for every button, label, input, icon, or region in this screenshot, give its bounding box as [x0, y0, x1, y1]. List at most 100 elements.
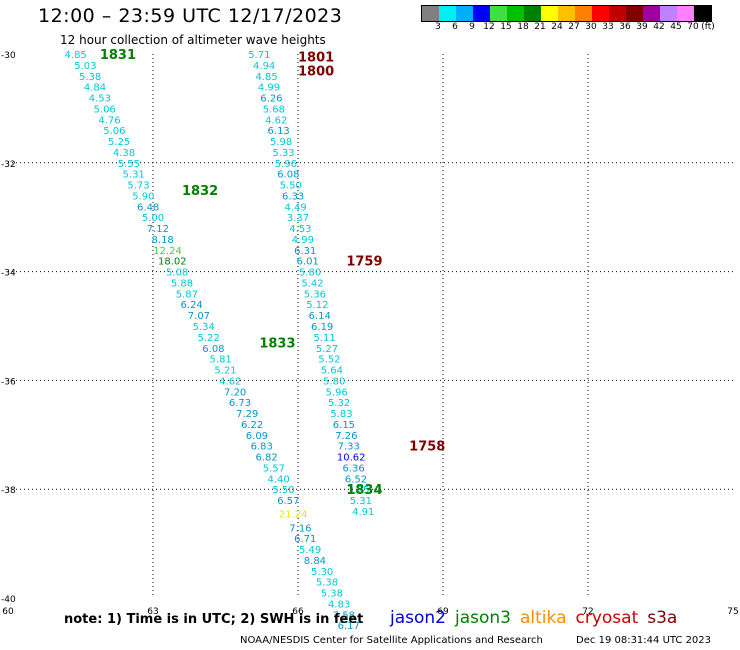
color-legend-label: 27 — [568, 22, 580, 32]
color-legend-label: 70 — [687, 22, 699, 32]
data-point-label: 7.16 — [289, 523, 311, 534]
data-point-label: 3.37 — [287, 213, 309, 224]
data-point-label: 7.26 — [335, 431, 357, 442]
color-legend-label: 9 — [469, 22, 475, 32]
data-point-label: 5.96 — [275, 159, 297, 170]
x-tick-label: 66 — [292, 607, 304, 617]
data-point-label: 4.85 — [65, 50, 87, 61]
color-swatch — [609, 6, 626, 21]
data-point-label: 5.81 — [210, 355, 232, 366]
data-point-label: 4.62 — [219, 376, 241, 387]
data-point-label: 4.91 — [352, 507, 374, 518]
data-point-label: 4.38 — [113, 148, 135, 159]
x-tick-label: 72 — [582, 607, 593, 617]
timestamp-text: Dec 19 08:31:44 UTC 2023 — [576, 635, 712, 646]
data-point-label: 4.49 — [284, 202, 306, 213]
data-point-label: 6.17 — [338, 621, 360, 632]
data-point-label: 5.08 — [166, 268, 188, 279]
data-point-label: 5.50 — [272, 485, 294, 496]
data-point-label: 5.64 — [321, 366, 343, 377]
color-legend-label: 33 — [602, 22, 614, 32]
data-point-label: 5.30 — [311, 567, 333, 578]
data-point-label: 8.84 — [304, 556, 326, 567]
color-swatch — [422, 6, 439, 21]
data-point-label: 7.33 — [338, 442, 360, 453]
color-swatch — [694, 6, 711, 21]
data-point-label: 5.57 — [263, 463, 285, 474]
y-tick-label: -40 — [1, 595, 16, 605]
data-point-label: 6.15 — [333, 420, 355, 431]
x-tick-label: 60 — [2, 607, 14, 617]
color-legend-bar — [421, 5, 712, 22]
data-point-label: 6.52 — [345, 474, 367, 485]
data-point-label: 6.24 — [181, 300, 203, 311]
data-point-label: 5.33 — [272, 148, 294, 159]
data-point-label: 4.99 — [292, 235, 314, 246]
data-point-label: 5.73 — [127, 181, 149, 192]
data-point-label: 5.06 — [103, 126, 125, 137]
data-point-label: 6.73 — [229, 398, 251, 409]
credit-text: NOAA/NESDIS Center for Satellite Applica… — [240, 635, 543, 646]
time-label: 1800 — [298, 64, 334, 79]
data-point-label: 7.58 — [333, 610, 355, 621]
color-swatch — [439, 6, 456, 21]
data-point-label: 4.84 — [84, 83, 106, 94]
data-point-label: 6.48 — [137, 202, 159, 213]
color-swatch — [592, 6, 609, 21]
color-swatch — [541, 6, 558, 21]
color-legend-label: 42 — [653, 22, 665, 32]
data-point-label: 5.98 — [270, 137, 292, 148]
data-point-label: 5.21 — [214, 366, 236, 377]
y-tick-label: -36 — [1, 377, 16, 387]
x-tick-label: 63 — [147, 607, 158, 617]
color-swatch — [643, 6, 660, 21]
data-point-label: 4.94 — [253, 61, 275, 72]
data-point-label: 5.03 — [74, 61, 96, 72]
data-point-label: 6.83 — [251, 442, 273, 453]
data-point-label: 4.83 — [328, 599, 350, 610]
data-point-label: 5.06 — [94, 104, 116, 115]
data-point-label: 5.25 — [108, 137, 130, 148]
data-point-label: 5.68 — [263, 104, 285, 115]
color-legend-label: 24 — [551, 22, 563, 32]
data-point-label: 6.08 — [202, 344, 224, 355]
color-legend-label: 36 — [619, 22, 631, 32]
data-point-label: 18.02 — [158, 257, 187, 268]
color-swatch — [575, 6, 592, 21]
data-point-label: 5.27 — [316, 344, 338, 355]
data-point-label: 5.90 — [132, 191, 154, 202]
data-point-label: 5.38 — [316, 578, 338, 589]
data-point-label: 5.42 — [301, 278, 323, 289]
data-point-label: 4.53 — [289, 224, 311, 235]
color-legend-label: 30 — [585, 22, 597, 32]
data-point-label: 5.11 — [313, 333, 335, 344]
y-tick-label: -34 — [1, 269, 16, 279]
data-point-label: 6.71 — [294, 534, 316, 545]
data-point-label: 5.88 — [171, 278, 193, 289]
color-legend-label: 6 — [452, 22, 458, 32]
time-label: 1834 — [346, 483, 382, 498]
y-tick-label: -32 — [1, 160, 16, 170]
data-point-label: 5.49 — [299, 545, 321, 556]
color-legend-label: 18 — [517, 22, 529, 32]
data-point-label: 21.24 — [279, 510, 308, 521]
data-point-label: 6.08 — [277, 170, 299, 181]
satellite-legend-cryosat: cryosat — [575, 608, 639, 628]
time-label: 1833 — [259, 336, 295, 351]
data-point-label: 6.57 — [277, 496, 299, 507]
time-label: 1832 — [182, 184, 218, 199]
data-point-label: 4.76 — [98, 115, 120, 126]
data-point-label: 7.29 — [236, 409, 258, 420]
time-label: 1758 — [409, 440, 445, 455]
data-point-label: 7.12 — [147, 224, 169, 235]
data-point-label: 8.18 — [152, 235, 174, 246]
data-point-label: 5.34 — [193, 322, 215, 333]
data-point-label: 5.38 — [79, 72, 101, 83]
color-swatch — [558, 6, 575, 21]
data-point-label: 5.87 — [176, 289, 198, 300]
y-tick-label: -38 — [1, 486, 16, 496]
x-tick-label: 75 — [727, 607, 738, 617]
data-point-label: 6.31 — [294, 246, 316, 257]
color-swatch — [660, 6, 677, 21]
satellite-legend-s3a: s3a — [647, 608, 678, 628]
